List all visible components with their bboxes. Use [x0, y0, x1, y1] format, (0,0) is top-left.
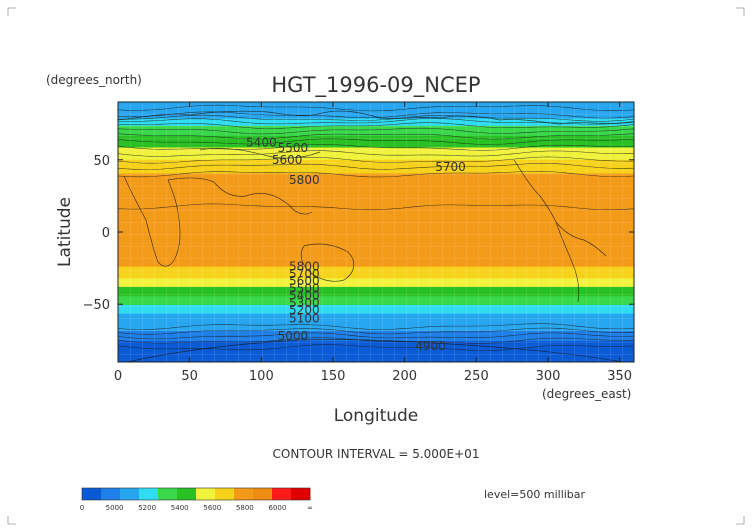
- colorbar-swatch: [158, 488, 178, 500]
- level-note: level=500 millibar: [484, 488, 586, 501]
- y-units-label: (degrees_north): [46, 73, 142, 87]
- contour-interval-note: CONTOUR INTERVAL = 5.000E+01: [273, 447, 480, 461]
- crop-marks: [7, 7, 745, 525]
- colorbar-label: 5200: [138, 504, 156, 512]
- y-tick-label: −50: [83, 298, 110, 313]
- x-tick-label: 0: [114, 369, 122, 384]
- y-tick-label: 0: [102, 226, 110, 241]
- x-tick-label: 100: [249, 369, 274, 384]
- colorbar-swatch: [253, 488, 273, 500]
- contour-label: 5500: [278, 141, 309, 155]
- x-tick-label: 150: [321, 369, 346, 384]
- colorbar-label: 6000: [269, 504, 287, 512]
- colorbar-swatch: [177, 488, 197, 500]
- colorbar-swatch: [196, 488, 216, 500]
- contour-label: 5200: [289, 303, 320, 317]
- y-axis-label: Latitude: [55, 197, 75, 267]
- contour-label: 5600: [272, 153, 303, 167]
- colorbar-swatch: [234, 488, 254, 500]
- contour-label: 5800: [289, 173, 320, 187]
- colorbar-swatch: [120, 488, 140, 500]
- colorbar-label: 5600: [203, 504, 221, 512]
- colorbar-swatch: [215, 488, 235, 500]
- x-tick-label: 250: [464, 369, 489, 384]
- x-axis-ticks: 0 50 100 150 200 250 300 350: [114, 102, 632, 384]
- x-tick-label: 50: [181, 369, 198, 384]
- contour-label: 5400: [246, 135, 277, 149]
- colorbar-frame: [81, 487, 311, 501]
- contour-labels: 5400 550056005700580058005700560055005400…: [246, 135, 466, 353]
- y-tick-label: 50: [93, 154, 110, 169]
- contour-label: 5800: [289, 260, 320, 274]
- colorbar-swatch: [291, 488, 311, 500]
- contour-label: 5000: [278, 329, 309, 343]
- contour-label: 5700: [435, 160, 466, 174]
- colorbar-swatch: [82, 488, 102, 500]
- x-axis-label: Longitude: [334, 406, 419, 426]
- y-axis-ticks: 50 0 −50: [83, 154, 634, 313]
- colorbar-label: 0: [80, 504, 84, 512]
- chart-title: HGT_1996-09_NCEP: [271, 73, 480, 98]
- contour-label: 5400: [289, 289, 320, 303]
- colorbar-swatch: [272, 488, 292, 500]
- colorbar-label: 5800: [236, 504, 254, 512]
- x-tick-label: 350: [607, 369, 632, 384]
- colorbar-label: 5400: [171, 504, 189, 512]
- contour-label: 5300: [289, 296, 320, 310]
- x-units-label: (degrees_east): [542, 387, 631, 401]
- x-tick-label: 300: [536, 369, 561, 384]
- colorbar: [81, 487, 311, 501]
- plot-area: [118, 102, 634, 362]
- contour-label: 5600: [289, 274, 320, 288]
- contour-label: 5100: [289, 312, 320, 326]
- colorbar-swatch: [139, 488, 159, 500]
- colorbar-labels: 0 5000 5200 5400 5600 5800 6000 ∞: [80, 504, 313, 512]
- contour-label: 4900: [415, 339, 446, 353]
- x-tick-label: 200: [392, 369, 417, 384]
- contour-label: 5700: [289, 267, 320, 281]
- contour-label: 5500: [289, 281, 320, 295]
- colorbar-swatch: [101, 488, 121, 500]
- colorbar-label: ∞: [307, 504, 313, 512]
- colorbar-label: 5000: [106, 504, 124, 512]
